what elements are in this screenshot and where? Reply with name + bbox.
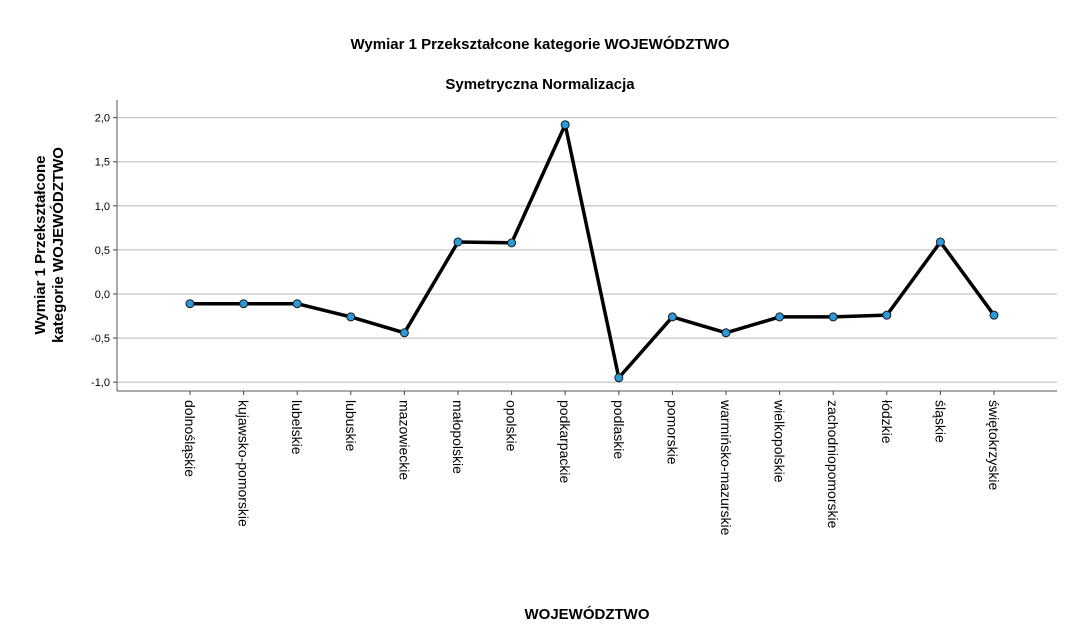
x-tick-label: podlaskie [611, 400, 627, 459]
x-tick-labels: dolnośląskie kujawsko-pomorskie lubelskie l… [182, 391, 1002, 536]
data-point [346, 312, 356, 322]
x-tick-label: małopolskie [450, 400, 466, 474]
x-tick-label: pomorskie [664, 400, 680, 465]
x-tick-label: mazowieckie [396, 400, 412, 480]
x-tick-label: śląskie [932, 400, 948, 443]
data-point [882, 310, 892, 320]
axes [116, 100, 1057, 392]
data-point [667, 312, 677, 322]
x-axis-label: WOJEWÓDZTWO [525, 605, 650, 623]
data-point [721, 328, 731, 338]
data-point [507, 238, 517, 248]
y-tick-label: 0,0 [95, 289, 110, 301]
data-point [775, 312, 785, 322]
x-tick-label: zachodniopomorskie [825, 400, 841, 529]
y-tick-label: -1,0 [91, 377, 110, 389]
x-tick-label: warmińsko-mazurskie [718, 399, 734, 536]
data-point [614, 373, 624, 383]
x-tick-label: wielkopolskie [772, 399, 788, 483]
y-axis-label-line-1: Wymiar 1 Przekształcone [32, 156, 49, 335]
y-tick-label: 0,5 [95, 245, 110, 257]
data-point [292, 299, 302, 309]
x-tick-label: świętokrzyskie [986, 400, 1002, 490]
x-tick-label: lubelskie [289, 400, 305, 455]
data-point [185, 299, 195, 309]
y-tick-label: -0,5 [91, 333, 110, 345]
data-point [989, 310, 999, 320]
gridlines [113, 116, 1057, 383]
series-line [190, 122, 996, 380]
x-tick-label: kujawsko-pomorskie [236, 400, 252, 527]
y-axis-label-line-2: kategorie WOJEWÓDZTWO [49, 147, 67, 343]
x-tick-label: dolnośląskie [182, 400, 198, 477]
x-tick-label: lubuskie [343, 400, 359, 452]
data-markers [185, 120, 999, 383]
x-tick-label: opolskie [504, 400, 520, 452]
y-tick-label: 1,5 [95, 157, 110, 169]
x-tick-label: łódzkie [879, 400, 895, 444]
data-point [453, 237, 463, 247]
data-point [239, 299, 249, 309]
y-tick-labels: 2,0 1,5 1,0 0,5 0,0 -0,5 -1,0 [91, 113, 110, 390]
y-tick-label: 2,0 [95, 113, 110, 125]
x-tick-label: podkarpackie [557, 400, 573, 483]
data-point [828, 312, 838, 322]
data-point [560, 120, 570, 130]
data-point [399, 328, 409, 338]
data-point [935, 237, 945, 247]
y-tick-label: 1,0 [95, 201, 110, 213]
chart-subtitle: Symetryczna Normalizacja [445, 76, 635, 93]
chart-title: Wymiar 1 Przekształcone kategorie WOJEWÓ… [350, 36, 730, 53]
